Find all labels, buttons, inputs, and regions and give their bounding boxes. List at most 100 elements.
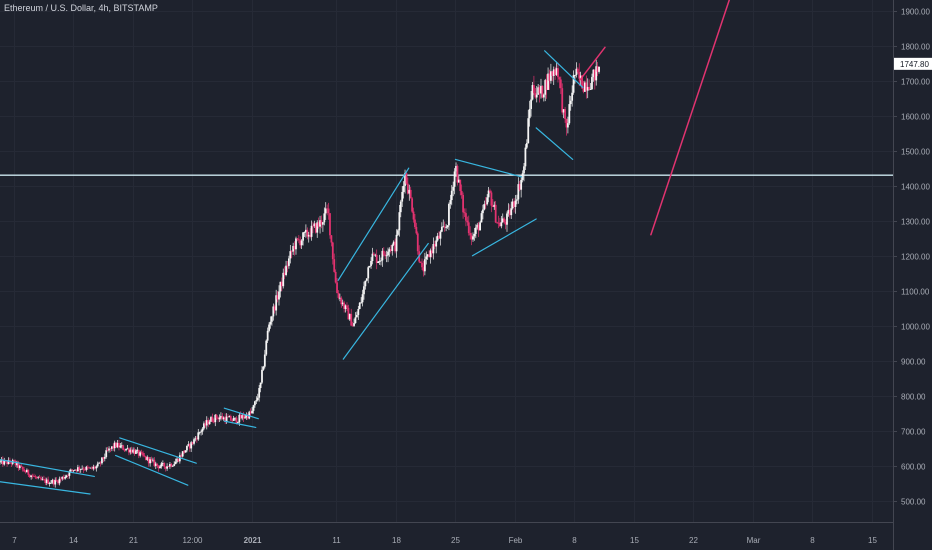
trendline[interactable]	[119, 437, 197, 464]
candle-down	[497, 222, 500, 224]
time-tick-label: 12:00	[182, 536, 203, 545]
candle-up	[79, 468, 82, 470]
candle-up	[304, 229, 307, 233]
candle-down	[490, 192, 493, 206]
price-tick-label: 600.00	[901, 463, 926, 472]
candle-down	[499, 222, 501, 227]
candle-up	[439, 231, 442, 239]
candle-down	[137, 450, 140, 456]
candle-up	[398, 212, 401, 231]
candle-up	[487, 190, 490, 198]
candle-up	[251, 410, 253, 414]
projection-line[interactable]	[578, 46, 606, 82]
last-price-value: 1747.80	[900, 60, 929, 69]
candle-up	[520, 179, 523, 190]
candle-down	[118, 443, 120, 448]
candle-down	[467, 222, 470, 234]
candle-down	[62, 476, 65, 479]
trendline[interactable]	[0, 481, 91, 495]
candle-down	[496, 222, 498, 224]
candle-up	[510, 208, 513, 216]
candle-down	[470, 235, 473, 240]
price-tick-label: 1200.00	[901, 253, 930, 262]
candle-up	[429, 250, 432, 258]
candle-up	[176, 458, 178, 462]
trendline[interactable]	[471, 218, 537, 257]
trendline[interactable]	[535, 127, 574, 161]
candle-up	[381, 250, 384, 261]
candle-down	[585, 82, 588, 91]
candle-down	[71, 469, 74, 471]
candle-down	[588, 86, 591, 90]
candle-down	[142, 452, 144, 456]
candle-down	[306, 229, 309, 237]
candle-up	[266, 330, 269, 341]
candle-down	[133, 449, 136, 454]
candle-up	[323, 213, 326, 223]
candle-up	[436, 235, 439, 241]
candle-up	[501, 218, 504, 223]
price-tick-label: 1700.00	[901, 78, 930, 87]
candle-down	[43, 478, 45, 480]
candle-up	[425, 256, 428, 260]
candle-up	[449, 200, 452, 204]
candle-up	[129, 449, 132, 453]
candle-up	[194, 438, 197, 440]
candle-up	[542, 94, 545, 98]
candle-down	[86, 466, 89, 468]
projection-line[interactable]	[650, 0, 732, 236]
trendline[interactable]	[342, 242, 429, 360]
trendline[interactable]	[223, 407, 259, 420]
candle-up	[302, 232, 304, 241]
time-tick-label: 18	[392, 536, 401, 545]
candle-up	[48, 483, 51, 485]
candle-down	[320, 220, 323, 225]
trendline[interactable]	[337, 167, 410, 281]
candle-down	[533, 85, 535, 93]
candle-down	[207, 420, 210, 425]
candle-up	[482, 209, 484, 214]
last-price-badge	[894, 57, 932, 70]
candle-down	[548, 73, 551, 81]
candle-down	[576, 68, 579, 73]
candle-down	[52, 480, 55, 485]
price-axis[interactable]: 500.00 600.00 700.00 800.00 900.00 1000.00 110…	[893, 8, 930, 507]
candles	[0, 59, 600, 488]
candle-up	[187, 444, 190, 446]
time-tick-label: 25	[451, 536, 460, 545]
candle-up	[550, 71, 552, 81]
candle-up	[479, 222, 481, 231]
candle-up	[69, 469, 72, 472]
trendline[interactable]	[0, 459, 95, 478]
candle-down	[421, 262, 423, 268]
trendline[interactable]	[114, 454, 189, 486]
candle-down	[276, 295, 279, 300]
candle-up	[234, 417, 236, 419]
trendline[interactable]	[223, 420, 257, 429]
candle-up	[149, 459, 152, 464]
time-tick-label: 15	[630, 536, 639, 545]
candle-down	[180, 455, 183, 457]
trendline[interactable]	[454, 158, 523, 178]
candle-up	[586, 86, 589, 91]
candle-down	[153, 459, 156, 466]
trendline[interactable]	[544, 50, 584, 89]
candle-up	[288, 258, 290, 266]
candle-down	[296, 238, 299, 240]
candle-down	[489, 190, 491, 193]
candle-up	[197, 432, 200, 440]
candle-down	[551, 71, 554, 76]
candle-up	[272, 306, 275, 317]
candle-up	[268, 324, 270, 331]
candle-up	[135, 450, 137, 454]
time-axis[interactable]: 7 14 21 12:00 2021 11 18 25 Feb 8 15 22 Mar 8 15	[12, 536, 877, 545]
price-tick-label: 1300.00	[901, 218, 930, 227]
trendlines[interactable]	[0, 0, 732, 495]
candle-up	[537, 87, 540, 95]
candle-down	[212, 421, 215, 423]
candle-up	[65, 475, 68, 478]
candle-up	[566, 123, 569, 128]
candle-down	[93, 466, 96, 469]
